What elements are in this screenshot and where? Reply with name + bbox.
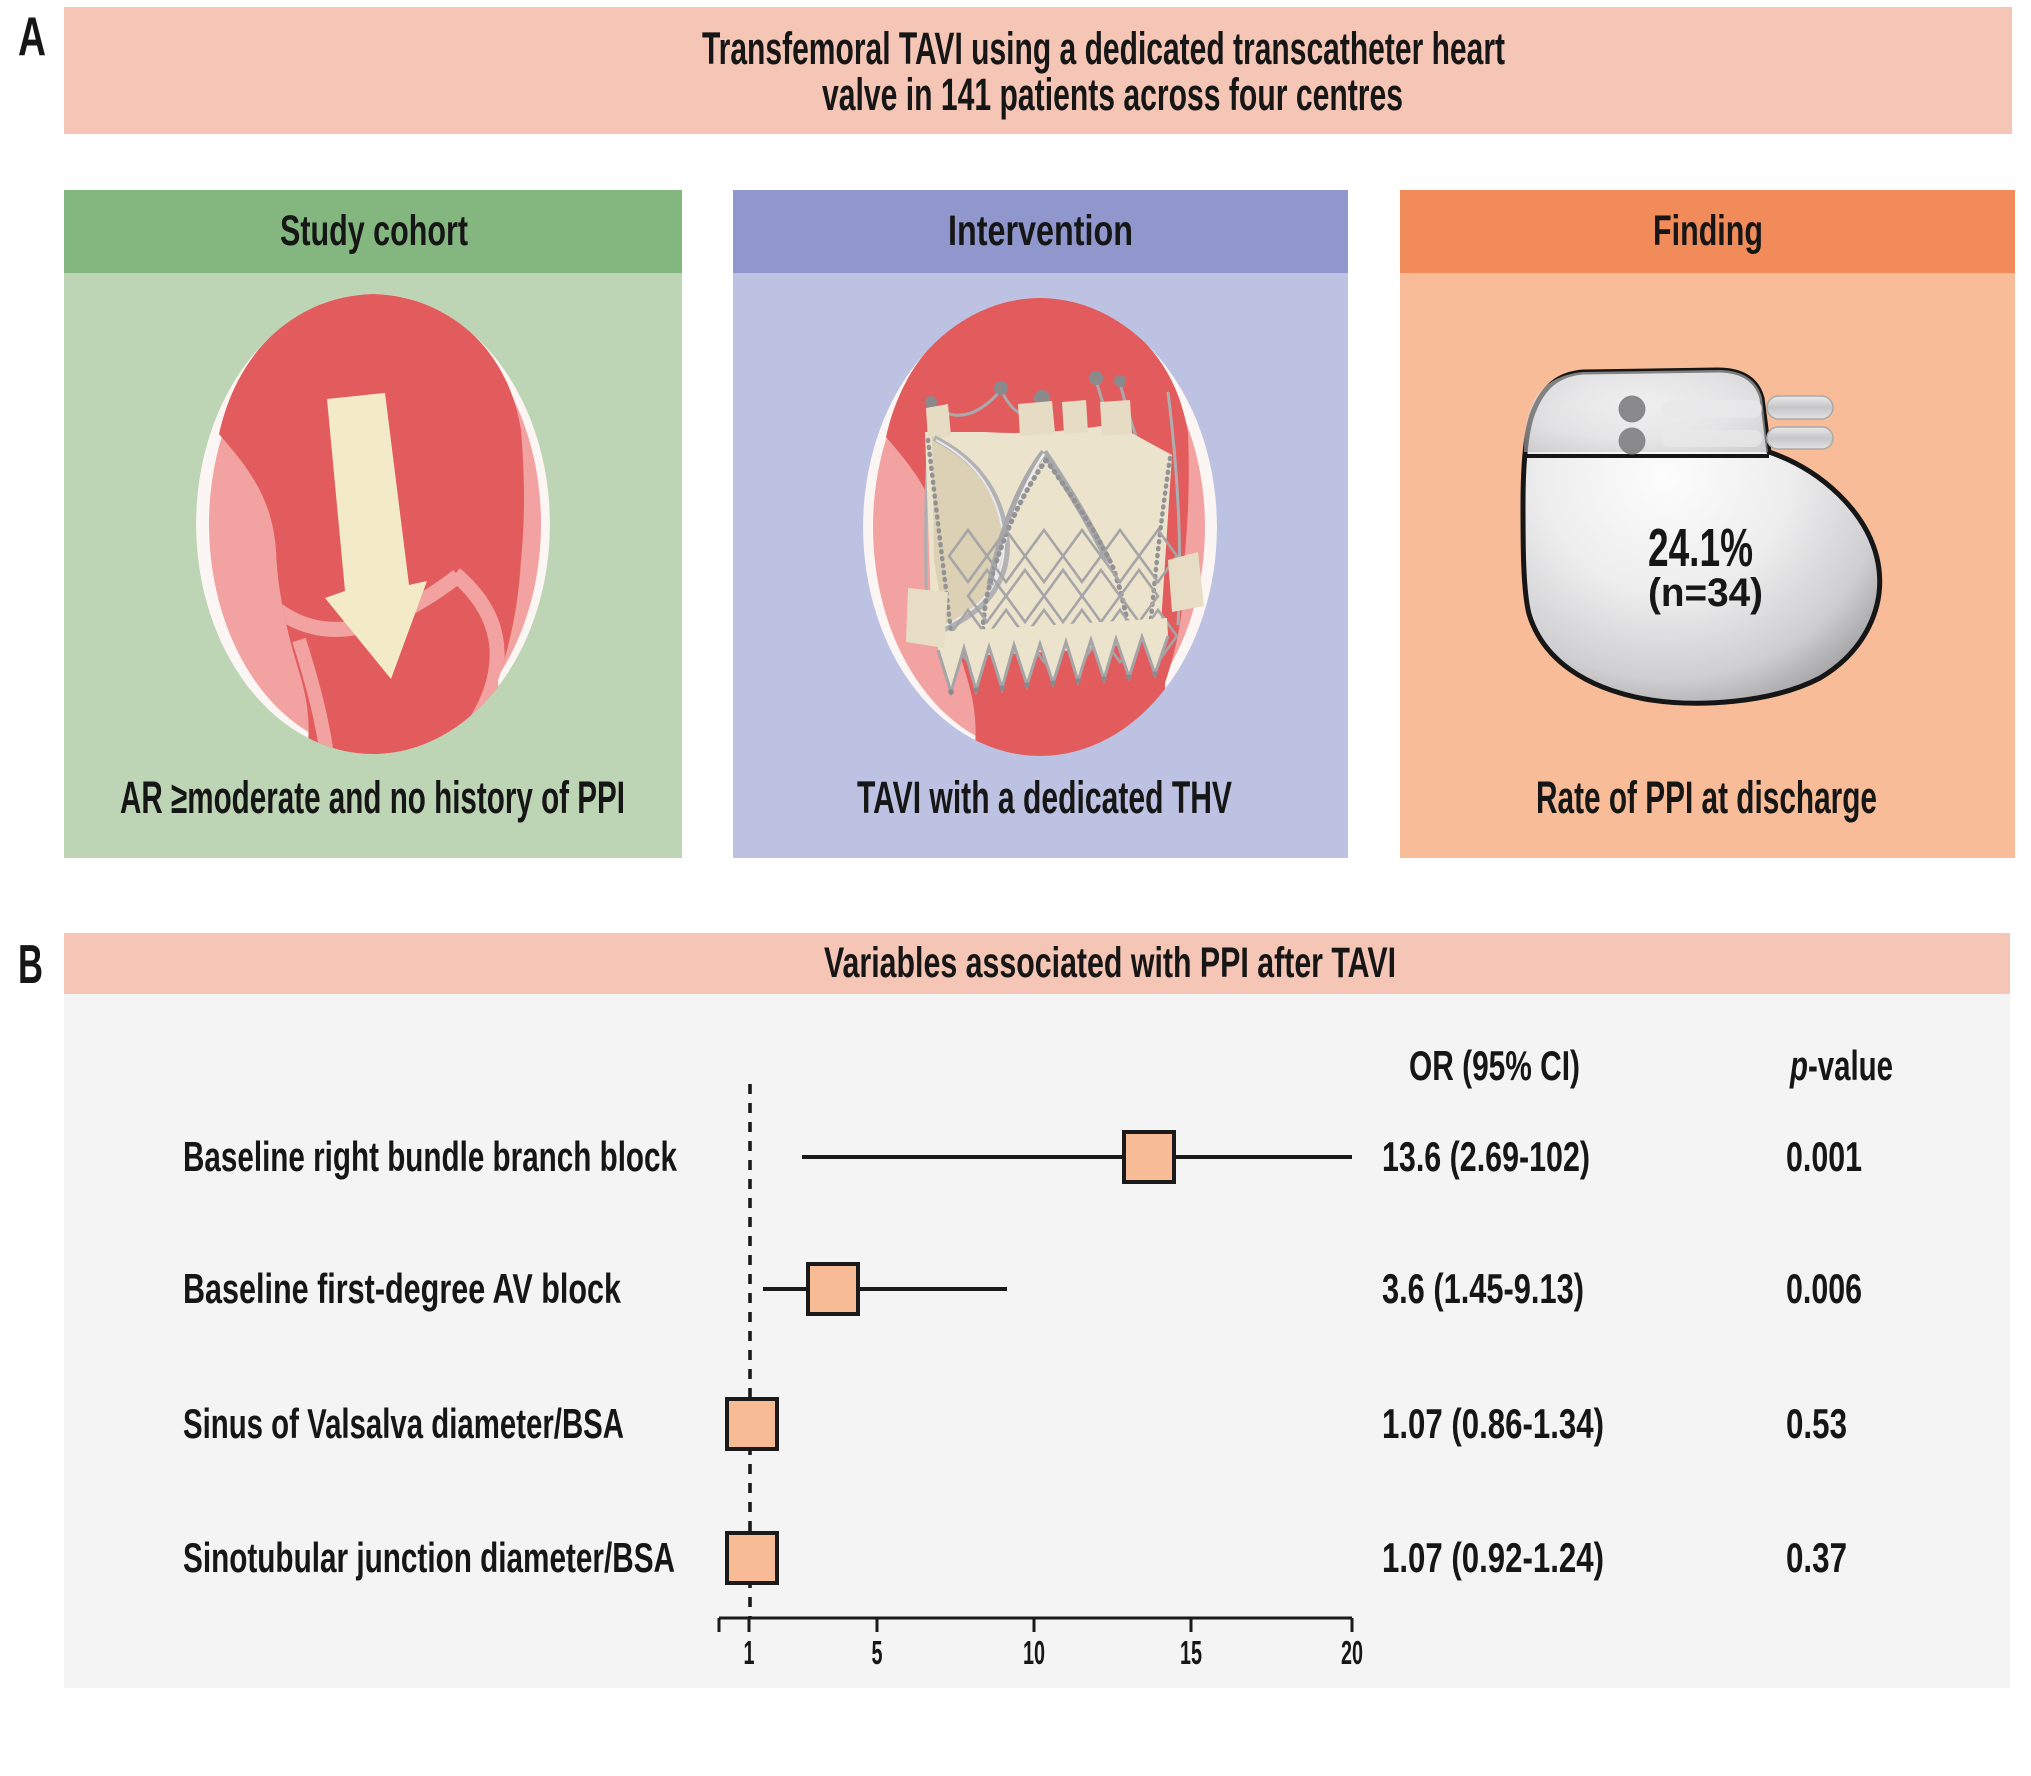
svg-text:Transfemoral TAVI using a dedi: Transfemoral TAVI using a dedicated tran… (702, 23, 1505, 74)
svg-text:3.6 (1.45-9.13): 3.6 (1.45-9.13) (1382, 1265, 1584, 1312)
svg-text:p-value: p-value (1789, 1042, 1893, 1089)
svg-text:1.07 (0.92-1.24): 1.07 (0.92-1.24) (1382, 1534, 1604, 1581)
svg-text:1: 1 (744, 1634, 755, 1671)
svg-text:Baseline right bundle branch b: Baseline right bundle branch block (183, 1133, 677, 1180)
svg-text:(n=34): (n=34) (1648, 571, 1763, 615)
svg-text:A: A (18, 5, 46, 67)
svg-text:Finding: Finding (1653, 207, 1763, 255)
svg-text:0.006: 0.006 (1786, 1265, 1862, 1312)
svg-text:AR ≥moderate and no history of: AR ≥moderate and no history of PPI (120, 772, 625, 823)
svg-text:10: 10 (1023, 1634, 1045, 1671)
svg-text:Baseline first-degree AV block: Baseline first-degree AV block (183, 1265, 621, 1312)
svg-text:Sinotubular junction diameter/: Sinotubular junction diameter/BSA (183, 1534, 675, 1581)
svg-text:OR (95% CI): OR (95% CI) (1409, 1042, 1580, 1089)
svg-text:Study cohort: Study cohort (280, 207, 468, 255)
svg-text:B: B (18, 933, 43, 995)
svg-text:1.07 (0.86-1.34): 1.07 (0.86-1.34) (1382, 1400, 1604, 1447)
svg-text:13.6 (2.69-102): 13.6 (2.69-102) (1382, 1133, 1590, 1180)
svg-text:15: 15 (1180, 1634, 1202, 1671)
svg-text:Sinus of Valsalva diameter/BSA: Sinus of Valsalva diameter/BSA (183, 1400, 624, 1447)
svg-text:valve in 141 patients across f: valve in 141 patients across four centre… (822, 69, 1403, 120)
svg-text:TAVI with a dedicated THV: TAVI with a dedicated THV (857, 772, 1232, 823)
svg-text:20: 20 (1341, 1634, 1363, 1671)
svg-text:5: 5 (872, 1634, 883, 1671)
svg-text:Rate of PPI at discharge: Rate of PPI at discharge (1536, 772, 1877, 823)
svg-text:0.37: 0.37 (1786, 1534, 1847, 1581)
svg-text:Variables associated with PPI: Variables associated with PPI after TAVI (824, 939, 1396, 987)
svg-text:0.001: 0.001 (1786, 1133, 1862, 1180)
svg-text:0.53: 0.53 (1786, 1400, 1847, 1447)
svg-text:24.1%: 24.1% (1648, 518, 1753, 578)
svg-text:Intervention: Intervention (948, 207, 1133, 255)
